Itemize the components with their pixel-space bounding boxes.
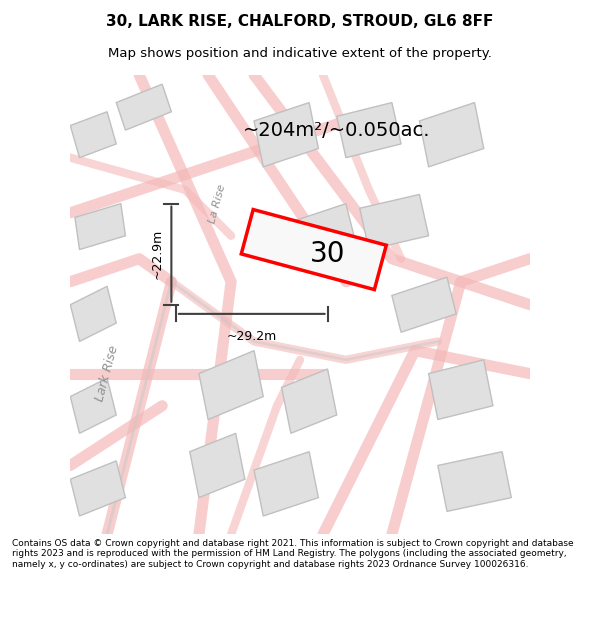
Text: 30: 30 xyxy=(310,240,346,268)
Text: ~22.9m: ~22.9m xyxy=(151,229,164,279)
Polygon shape xyxy=(241,209,386,289)
Polygon shape xyxy=(337,102,401,158)
Polygon shape xyxy=(254,102,319,167)
Polygon shape xyxy=(419,102,484,167)
Text: Contains OS data © Crown copyright and database right 2021. This information is : Contains OS data © Crown copyright and d… xyxy=(12,539,574,569)
Polygon shape xyxy=(70,461,125,516)
Text: Map shows position and indicative extent of the property.: Map shows position and indicative extent… xyxy=(108,48,492,61)
Polygon shape xyxy=(392,277,456,332)
Polygon shape xyxy=(428,360,493,419)
Polygon shape xyxy=(281,369,337,433)
Polygon shape xyxy=(70,378,116,433)
Polygon shape xyxy=(70,286,116,341)
Text: Lark Rise: Lark Rise xyxy=(94,344,121,403)
Polygon shape xyxy=(199,351,263,419)
Text: ~204m²/~0.050ac.: ~204m²/~0.050ac. xyxy=(243,121,431,139)
Polygon shape xyxy=(360,194,428,249)
Polygon shape xyxy=(291,204,355,259)
Polygon shape xyxy=(190,433,245,498)
Polygon shape xyxy=(70,112,116,158)
Polygon shape xyxy=(116,84,172,130)
Polygon shape xyxy=(75,204,125,249)
Text: La Rise: La Rise xyxy=(207,183,227,224)
Polygon shape xyxy=(438,452,511,511)
Polygon shape xyxy=(254,452,319,516)
Text: ~29.2m: ~29.2m xyxy=(227,331,277,343)
Text: 30, LARK RISE, CHALFORD, STROUD, GL6 8FF: 30, LARK RISE, CHALFORD, STROUD, GL6 8FF xyxy=(106,14,494,29)
